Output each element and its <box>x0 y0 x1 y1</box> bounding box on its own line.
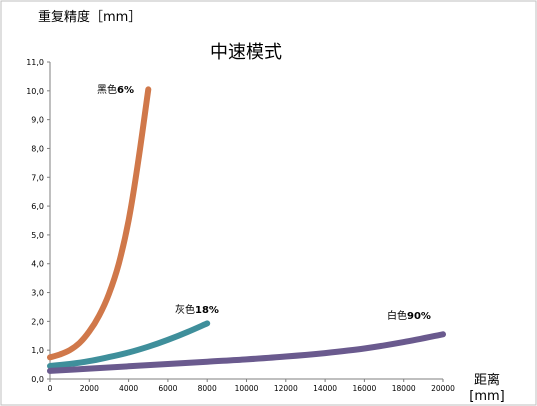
y-tick-label: 4,0 <box>31 260 44 269</box>
x-tick-label: 0 <box>48 384 53 393</box>
series-line-black <box>47 86 152 361</box>
x-tick-label: 6000 <box>158 384 177 393</box>
x-tick-label: 16000 <box>352 384 376 393</box>
series-label-gray-name: 灰色 <box>175 303 195 316</box>
y-tick-label: 11,0 <box>26 58 44 67</box>
x-tick-label: 2000 <box>80 384 99 393</box>
y-tick-label: 10,0 <box>26 87 44 96</box>
y-tick-label: 1,0 <box>31 346 44 355</box>
series-line-white <box>47 331 446 374</box>
y-axis-label: 重复精度［mm］ <box>38 9 141 25</box>
series-layer <box>47 86 446 374</box>
x-tick-label: 18000 <box>392 384 416 393</box>
chart-title: 中速模式 <box>210 42 282 63</box>
x-axis-ticks: 0 2000 4000 6000 8000 10000 12000 14000 16000 180… <box>48 379 455 393</box>
x-tick-label: 4000 <box>119 384 138 393</box>
y-tick-label: 7,0 <box>31 173 44 182</box>
y-tick-label: 3,0 <box>31 289 44 298</box>
series-label-black-pct: 6% <box>117 85 134 96</box>
x-axis-unit: [mm] <box>469 389 504 404</box>
series-label-gray-pct: 18% <box>195 305 219 316</box>
series-labels: 黑色6% 灰色18% 白色90% <box>97 83 431 322</box>
series-label-white: 白色90% <box>387 309 431 322</box>
x-axis-label: 距离 <box>474 372 500 388</box>
x-tick-label: 20000 <box>431 384 455 393</box>
y-axis-ticks: 0,0 1,0 2,0 3,0 4,0 5,0 6,0 7,0 8,0 9,0 10,0 11,0 <box>26 58 50 384</box>
series-label-black-name: 黑色 <box>97 83 117 96</box>
series-line-gray <box>47 320 211 369</box>
series-label-white-name: 白色 <box>387 309 407 322</box>
series-label-white-pct: 90% <box>407 311 431 322</box>
y-tick-label: 5,0 <box>31 231 44 240</box>
series-label-gray: 灰色18% <box>175 303 219 316</box>
x-tick-label: 8000 <box>198 384 217 393</box>
y-tick-label: 6,0 <box>31 202 44 211</box>
x-tick-label: 12000 <box>274 384 298 393</box>
y-tick-label: 2,0 <box>31 317 44 326</box>
x-tick-label: 10000 <box>235 384 259 393</box>
series-label-black: 黑色6% <box>97 83 134 96</box>
x-tick-label: 14000 <box>313 384 337 393</box>
y-tick-label: 8,0 <box>31 144 44 153</box>
y-tick-label: 9,0 <box>31 116 44 125</box>
y-tick-label: 0,0 <box>31 375 44 384</box>
